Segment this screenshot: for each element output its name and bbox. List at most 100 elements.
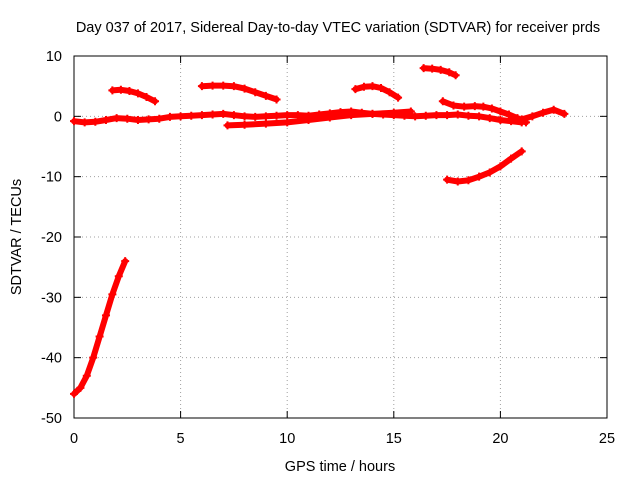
data-point [101,115,110,124]
data-point [507,154,516,163]
y-tick-label: 10 [46,49,62,65]
data-point [208,110,217,119]
data-point [325,113,334,122]
data-point [112,114,121,123]
data-point [485,168,494,177]
data-point [436,65,445,74]
data-point [438,97,447,106]
x-tick-label: 0 [70,431,78,447]
data-point [428,64,437,73]
data-point [80,118,89,127]
data-point [475,112,484,121]
y-tick-label: 0 [54,109,62,125]
data-point [445,68,454,77]
y-tick-label: -20 [41,230,62,246]
data-point [517,147,526,156]
series-line-5 [224,108,414,129]
data-point [208,81,217,90]
data-point [101,311,110,320]
data-point [411,112,420,121]
data-point [560,109,569,118]
data-point [261,112,270,121]
data-point [108,290,117,299]
data-point [76,383,85,392]
data-point [240,84,249,93]
data-point [125,86,134,95]
series-line-1 [71,258,129,397]
data-marks [70,64,569,398]
data-point [479,102,488,111]
series-line-10 [508,106,568,123]
data-point [453,177,462,186]
data-point [368,82,377,91]
data-point [176,112,185,121]
data-point [151,97,160,106]
data-point [123,114,132,123]
data-point [385,88,394,97]
series-line-8 [439,98,529,126]
data-point [240,120,249,129]
x-tick-label: 20 [492,431,508,447]
x-tick-label: 10 [279,431,295,447]
data-point [549,105,558,114]
data-point [261,91,270,100]
data-point [539,108,548,117]
data-point [460,102,469,111]
data-point [133,115,142,124]
data-point [504,110,513,119]
data-point [283,111,292,120]
data-point [240,112,249,121]
data-point [155,114,164,123]
data-point [389,108,398,117]
data-point [82,371,91,380]
chart-title: Day 037 of 2017, Sidereal Day-to-day VTE… [76,20,600,36]
data-point [114,272,123,281]
data-point [133,89,142,98]
data-point [251,88,260,97]
data-point [475,172,484,181]
data-point [95,332,104,341]
data-point [144,115,153,124]
data-point [223,121,232,130]
data-point [219,81,228,90]
data-point [293,111,302,120]
data-point [507,115,516,124]
series-line-3 [109,86,158,105]
data-point [443,175,452,184]
data-point [485,114,494,123]
data-point [496,115,505,124]
data-point [251,112,260,121]
x-tick-label: 5 [177,431,185,447]
data-point [304,115,313,124]
x-axis-label: GPS time / hours [285,459,395,475]
data-point [142,93,151,102]
y-tick-label: -30 [41,290,62,306]
data-point [272,111,281,120]
data-point [70,117,78,126]
axis-ticks: 0 5 10 15 20 25 -50 -40 -30 -20 -10 0 10 [41,49,615,447]
data-point [449,101,458,110]
y-tick-label: -40 [41,351,62,367]
data-point [443,111,452,120]
data-point [70,389,78,398]
data-point [89,353,98,362]
data-point [453,110,462,119]
data-point [406,107,415,116]
data-point [121,257,130,266]
data-point [261,119,270,128]
data-point [219,109,228,118]
data-point [283,118,292,127]
data-point [187,111,196,120]
data-point [496,107,505,116]
data-point [421,111,430,120]
data-point [347,111,356,120]
x-tick-label: 15 [386,431,402,447]
y-tick-label: -10 [41,170,62,186]
data-point [496,162,505,171]
data-point [377,83,386,92]
data-point [528,112,537,121]
data-point [108,86,117,95]
data-point [359,82,368,91]
data-point [91,117,100,126]
